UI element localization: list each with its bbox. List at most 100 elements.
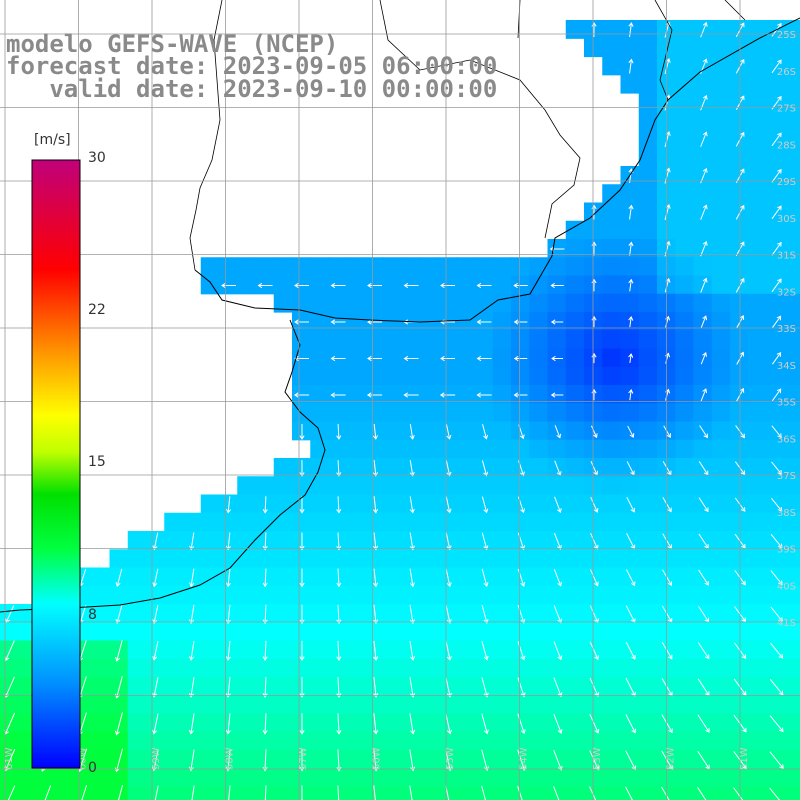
speed-cell	[237, 695, 257, 715]
speed-cell	[219, 677, 238, 696]
speed-cell	[584, 366, 603, 386]
speed-cell	[346, 366, 366, 386]
speed-cell	[438, 403, 457, 423]
speed-cell	[602, 658, 622, 678]
wind-speed-field	[0, 20, 800, 800]
wind-arrow	[337, 785, 340, 800]
speed-cell	[784, 56, 800, 76]
speed-cell	[748, 111, 768, 131]
speed-cell	[711, 421, 731, 441]
speed-cell	[273, 458, 293, 477]
speed-cell	[602, 202, 622, 222]
speed-cell	[91, 567, 111, 587]
speed-cell	[675, 677, 695, 696]
speed-cell	[711, 622, 731, 642]
speed-cell	[565, 567, 585, 587]
wind-arrow	[663, 425, 671, 439]
speed-cell	[438, 312, 457, 331]
speed-cell	[365, 567, 384, 587]
speed-cell	[200, 640, 220, 660]
speed-cell	[675, 750, 695, 769]
speed-cell	[255, 768, 275, 788]
speed-cell	[766, 658, 786, 678]
speed-cell	[492, 385, 512, 404]
speed-cell	[365, 330, 384, 350]
speed-cell	[127, 567, 147, 587]
speed-cell	[401, 275, 421, 295]
wind-arrow	[699, 425, 708, 439]
speed-cell	[730, 111, 749, 131]
speed-cell	[182, 531, 202, 550]
speed-cell	[675, 312, 695, 331]
speed-cell	[511, 348, 530, 368]
speed-cell	[164, 512, 184, 532]
wind-arrow	[590, 425, 598, 439]
wind-arrow	[589, 641, 599, 661]
speed-cell	[109, 695, 129, 715]
speed-cell	[200, 750, 220, 769]
speed-cell	[310, 512, 330, 532]
speed-cell	[675, 695, 695, 715]
speed-cell	[638, 385, 658, 404]
speed-cell	[693, 385, 713, 404]
wind-arrow	[228, 785, 231, 800]
speed-cell	[273, 640, 293, 660]
wind-arrow	[5, 605, 15, 624]
speed-cell	[346, 312, 366, 331]
speed-cell	[675, 257, 695, 277]
speed-cell	[73, 786, 92, 800]
speed-cell	[766, 585, 786, 605]
speed-cell	[438, 549, 457, 569]
speed-cell	[456, 403, 476, 423]
wind-arrow	[189, 568, 195, 588]
speed-cell	[547, 439, 567, 459]
wind-arrow	[188, 640, 195, 661]
speed-cell	[456, 458, 476, 477]
speed-cell	[711, 512, 731, 532]
speed-cell	[511, 385, 530, 404]
speed-cell	[602, 403, 622, 423]
speed-cell	[565, 239, 585, 258]
speed-cell	[711, 695, 731, 715]
speed-cell	[310, 622, 330, 642]
speed-cell	[638, 74, 658, 94]
wind-arrow	[221, 282, 236, 289]
wind-arrow	[262, 496, 268, 514]
wind-arrow	[336, 749, 342, 772]
speed-cell	[602, 677, 622, 696]
speed-cell	[456, 768, 476, 788]
speed-cell	[383, 567, 403, 587]
speed-cell	[547, 330, 567, 350]
speed-cell	[547, 312, 567, 331]
wind-arrow	[225, 532, 232, 551]
speed-cell	[273, 750, 293, 769]
speed-cell	[474, 385, 494, 404]
speed-cell	[711, 184, 731, 204]
speed-cell	[438, 439, 457, 459]
speed-cell	[711, 786, 731, 800]
speed-cell	[529, 567, 549, 587]
speed-cell	[511, 257, 530, 277]
speed-cell	[419, 421, 439, 441]
speed-cell	[328, 458, 348, 477]
speed-cell	[401, 293, 421, 313]
wind-arrow	[700, 21, 708, 38]
speed-cell	[620, 348, 640, 368]
speed-cell	[784, 366, 800, 386]
speed-cell	[127, 622, 147, 642]
speed-cell	[529, 731, 549, 751]
speed-cell	[730, 147, 749, 167]
wind-arrow	[409, 532, 415, 551]
speed-cell	[492, 458, 512, 477]
speed-cell	[456, 275, 476, 295]
speed-cell	[565, 348, 585, 368]
speed-cell	[730, 330, 749, 350]
wind-arrow	[517, 605, 526, 624]
speed-cell	[784, 147, 800, 167]
speed-cell	[401, 348, 421, 368]
speed-cell	[602, 275, 622, 295]
speed-cell	[584, 275, 603, 295]
speed-cell	[766, 184, 786, 204]
speed-cell	[766, 111, 786, 131]
speed-cell	[310, 403, 330, 423]
